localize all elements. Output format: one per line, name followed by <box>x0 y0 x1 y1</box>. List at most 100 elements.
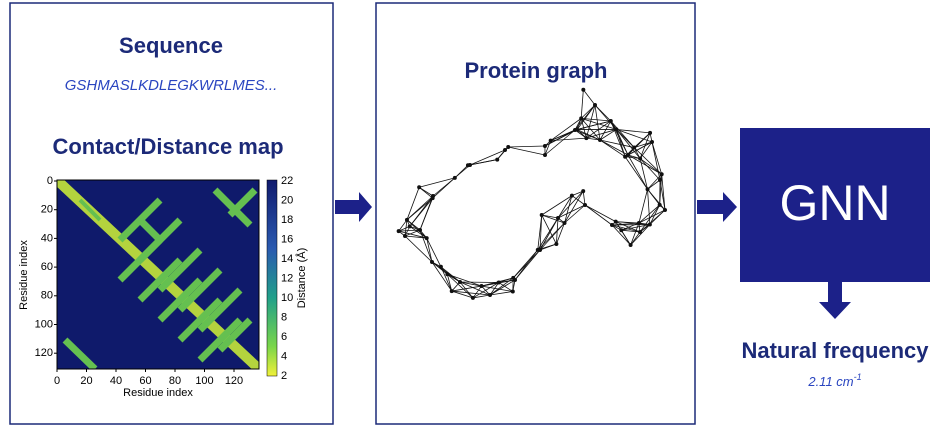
node <box>543 144 546 147</box>
output-title: Natural frequency <box>741 338 929 363</box>
edge <box>455 165 468 178</box>
node <box>580 117 583 120</box>
node <box>658 178 661 181</box>
colorbar-label: Distance (Å) <box>295 248 308 309</box>
node <box>609 119 612 122</box>
node <box>536 248 539 251</box>
edge <box>621 230 630 245</box>
edge <box>508 147 545 155</box>
output-value: 2.11 cm-1 <box>807 372 861 389</box>
node <box>646 188 649 191</box>
map-title: Contact/Distance map <box>52 134 283 159</box>
edge <box>468 160 497 166</box>
x-tick-label: 20 <box>80 375 92 387</box>
x-tick-label: 80 <box>169 375 181 387</box>
x-label: Residue index <box>123 387 193 399</box>
edge <box>545 130 577 146</box>
x-tick-label: 100 <box>195 375 213 387</box>
edge <box>585 205 616 222</box>
gnn-label: GNN <box>779 175 890 231</box>
edge <box>515 250 538 280</box>
edge <box>640 142 652 159</box>
edge <box>470 150 505 165</box>
node <box>408 225 411 228</box>
node <box>585 137 588 140</box>
node <box>439 265 442 268</box>
node <box>637 221 640 224</box>
node <box>543 153 546 156</box>
node <box>503 148 506 151</box>
edge <box>611 121 625 157</box>
node <box>570 194 573 197</box>
colorbar-tick-label: 2 <box>281 370 287 382</box>
node <box>582 88 585 91</box>
node <box>563 221 566 224</box>
node <box>458 280 461 283</box>
edge <box>513 250 538 278</box>
node <box>488 293 491 296</box>
node <box>480 284 483 287</box>
edge <box>420 198 433 230</box>
edge <box>585 205 612 225</box>
edge <box>581 90 583 119</box>
graph-title: Protein graph <box>464 58 607 83</box>
node <box>418 228 421 231</box>
edge <box>652 142 660 180</box>
edge <box>600 129 616 140</box>
edge <box>648 180 660 189</box>
y-tick-label: 20 <box>41 204 53 216</box>
y-tick-label: 0 <box>47 175 53 187</box>
arrow <box>697 192 737 222</box>
colorbar <box>267 180 277 376</box>
node <box>663 208 666 211</box>
colorbar-tick-label: 6 <box>281 331 287 343</box>
y-tick-label: 60 <box>41 261 53 273</box>
node <box>598 138 601 141</box>
colorbar-tick-label: 22 <box>281 175 293 187</box>
node <box>623 155 626 158</box>
colorbar-tick-label: 16 <box>281 233 293 245</box>
node <box>512 276 515 279</box>
node <box>453 176 456 179</box>
sequence-title: Sequence <box>119 33 223 58</box>
colorbar-tick-label: 12 <box>281 272 293 284</box>
node <box>405 218 408 221</box>
node <box>471 296 474 299</box>
y-tick-label: 120 <box>35 347 53 359</box>
edge <box>639 189 648 223</box>
node <box>633 146 636 149</box>
node <box>555 242 558 245</box>
node <box>507 145 510 148</box>
arrow <box>335 192 372 222</box>
node <box>446 273 449 276</box>
edge <box>650 205 660 225</box>
node <box>430 260 433 263</box>
node <box>397 230 400 233</box>
node <box>648 131 651 134</box>
edge <box>583 191 585 205</box>
x-tick-label: 0 <box>54 375 60 387</box>
colorbar-tick-label: 10 <box>281 292 293 304</box>
node <box>614 220 617 223</box>
node <box>620 229 623 232</box>
arrow <box>819 282 851 319</box>
edge <box>572 196 585 205</box>
node <box>629 243 632 246</box>
node <box>540 213 543 216</box>
node <box>466 164 469 167</box>
node <box>425 236 428 239</box>
edge <box>419 187 432 198</box>
edge <box>600 121 611 140</box>
protein-graph <box>397 88 667 299</box>
edge <box>631 232 640 245</box>
contact-map <box>57 180 259 369</box>
node <box>660 173 663 176</box>
node <box>511 290 514 293</box>
y-tick-label: 80 <box>41 290 53 302</box>
y-tick-label: 100 <box>35 318 53 330</box>
x-tick-label: 40 <box>110 375 122 387</box>
value: 2.11 cm <box>807 374 853 389</box>
node <box>639 157 642 160</box>
edge <box>648 189 660 205</box>
sequence: GSHMASLKDLEGKWRLMES... <box>65 77 278 94</box>
